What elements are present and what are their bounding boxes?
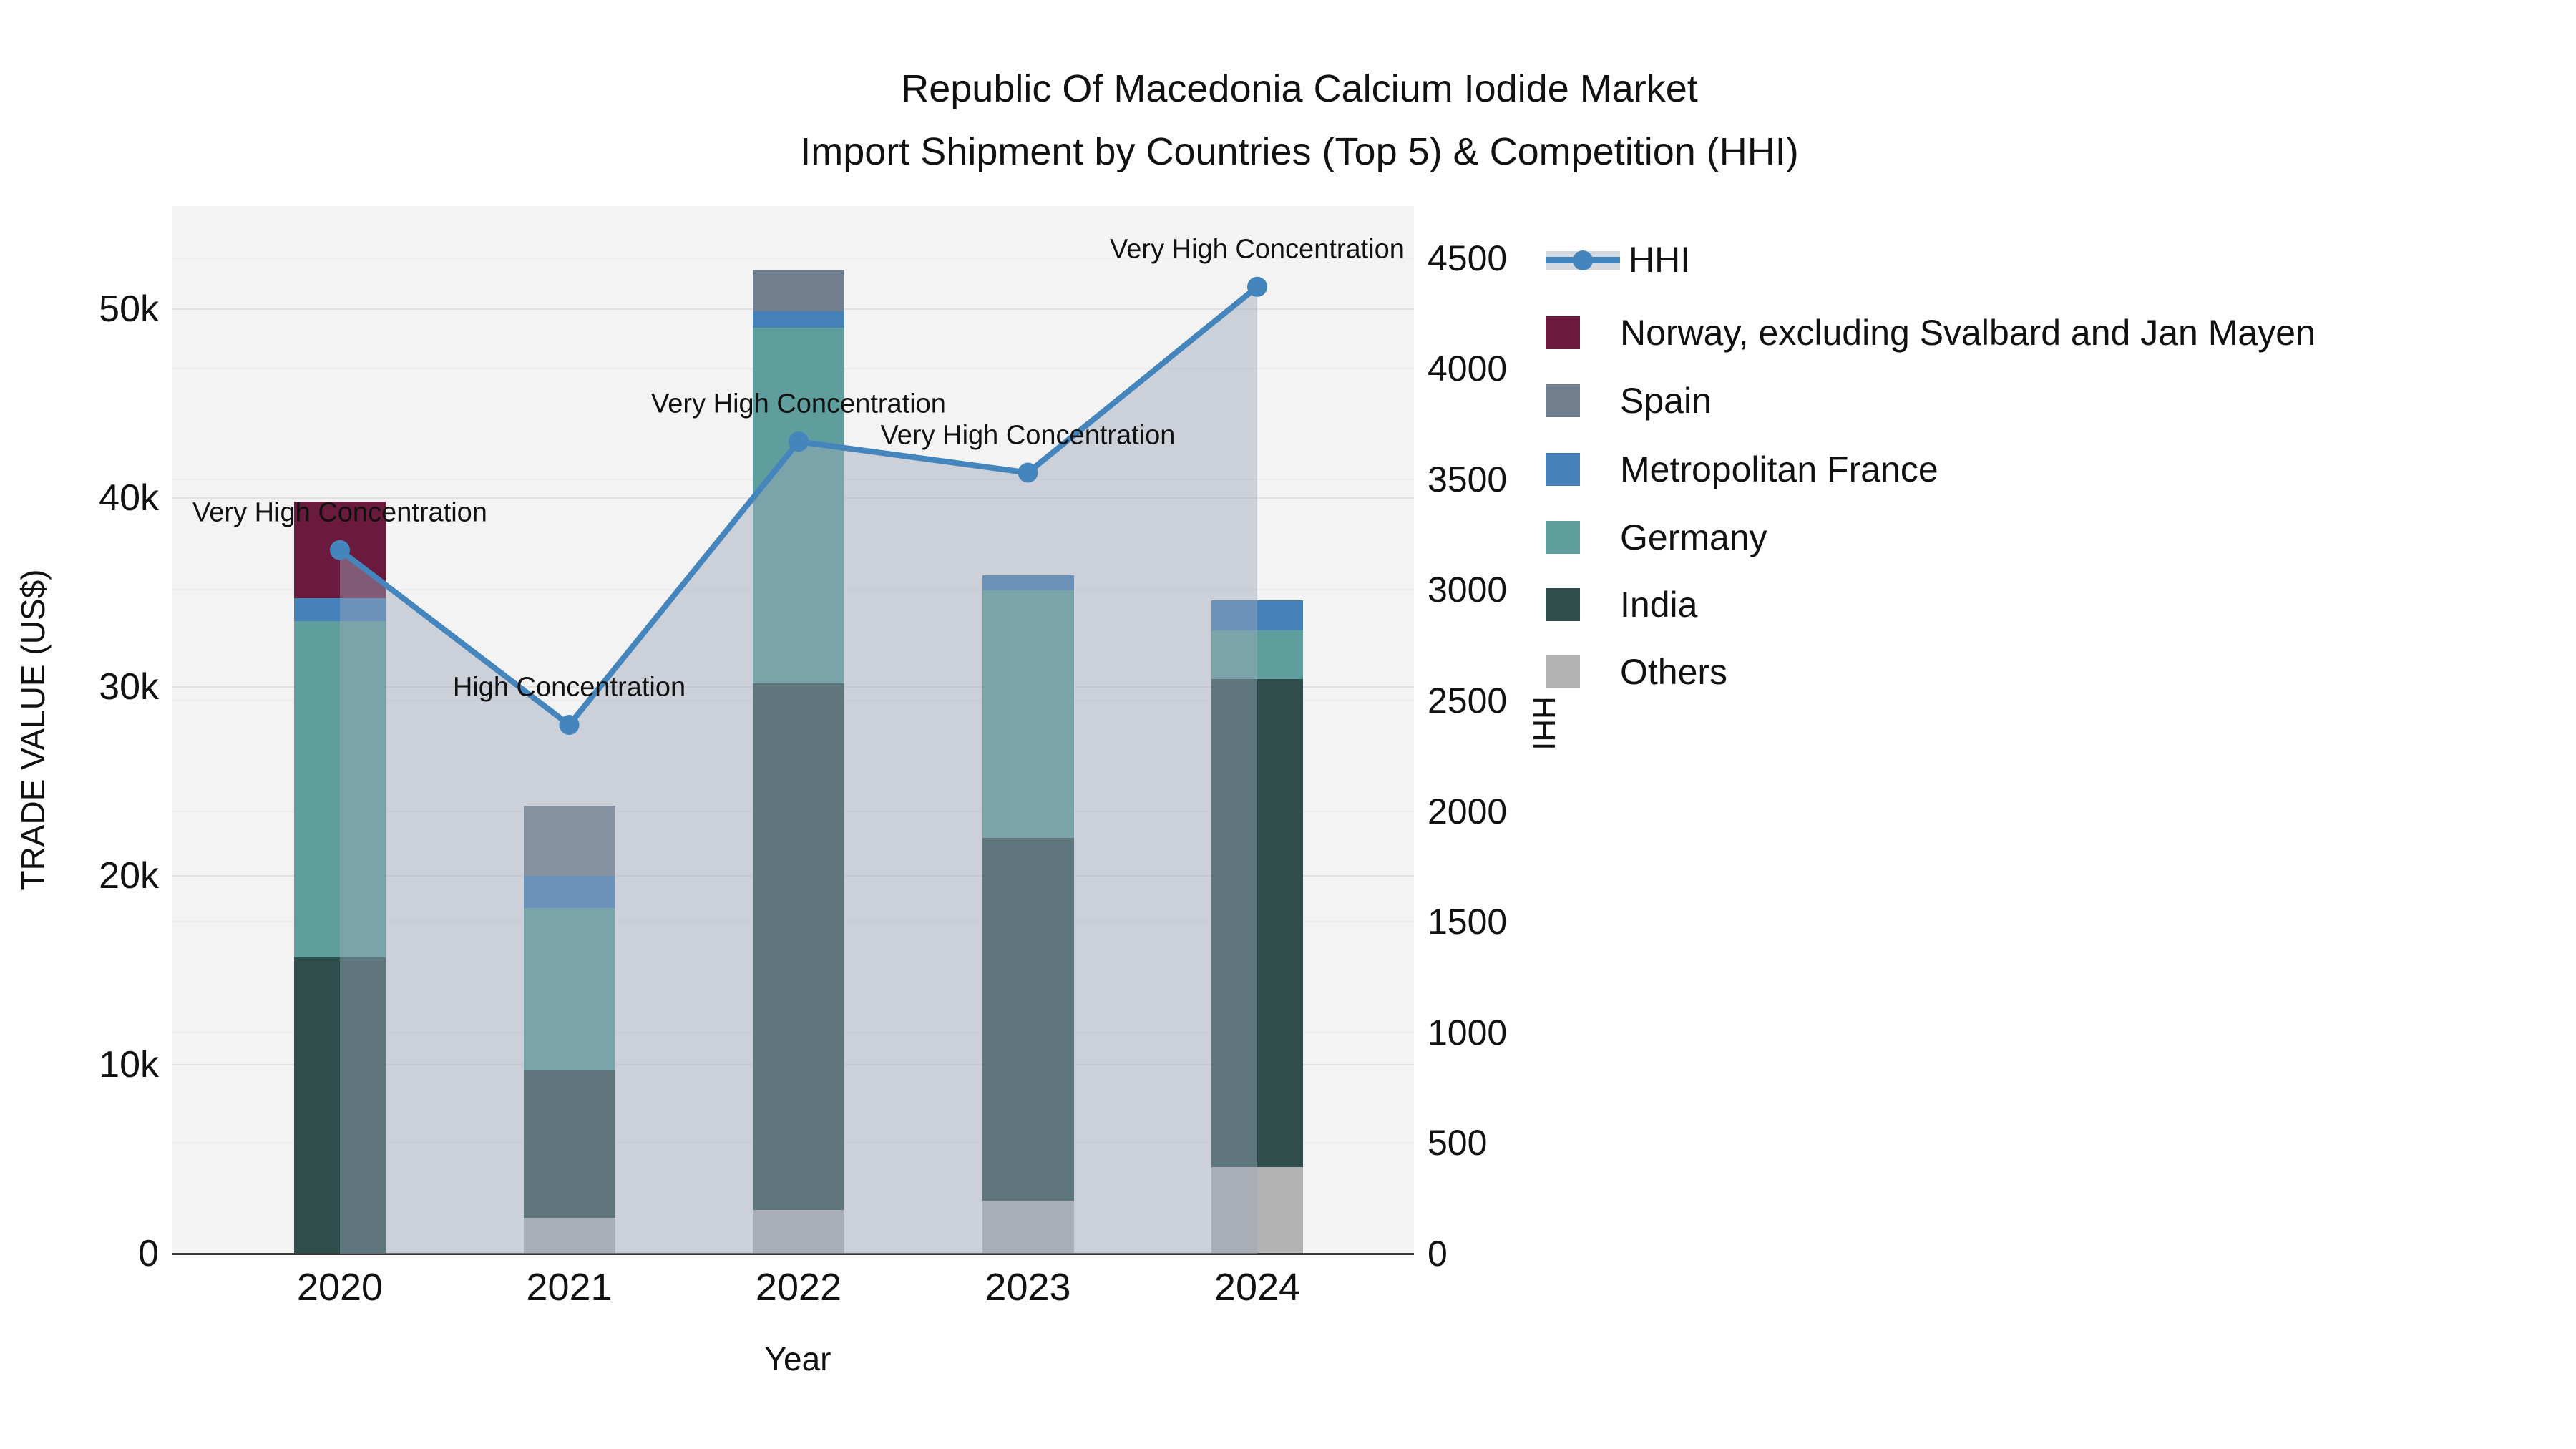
hhi-marker[interactable]: [330, 540, 350, 560]
hhi-marker[interactable]: [559, 715, 580, 736]
concentration-annotation: Very High Concentration: [880, 420, 1176, 451]
right-axis-tick: 4500: [1428, 238, 1508, 278]
hhi-area-fill: [340, 286, 1257, 1254]
legend-item[interactable]: Others: [1546, 651, 1727, 693]
legend-label: Others: [1620, 652, 1728, 692]
left-axis-tick: 10k: [99, 1044, 159, 1085]
right-axis-tick: 3000: [1428, 570, 1508, 610]
left-axis-tick: 20k: [99, 855, 159, 897]
bar-segment[interactable]: [753, 328, 844, 683]
hhi-marker[interactable]: [1247, 276, 1267, 297]
hhi-marker[interactable]: [789, 431, 809, 452]
bar-segment[interactable]: [1211, 679, 1303, 1167]
right-axis-tick: 2000: [1428, 791, 1508, 831]
legend-item[interactable]: India: [1546, 584, 1697, 625]
right-axis-tick: 3500: [1428, 459, 1508, 499]
bar-segment[interactable]: [294, 620, 386, 957]
bar-segment[interactable]: [523, 1217, 615, 1254]
right-axis-title: HHI: [1526, 696, 1561, 751]
x-axis-tick: 2022: [755, 1266, 842, 1309]
right-axis-tick: 4000: [1428, 348, 1508, 389]
bar-segment[interactable]: [523, 876, 615, 908]
left-axis-tick: 30k: [99, 666, 159, 708]
legend-color-swatch: [1546, 588, 1580, 621]
legend-item[interactable]: HHI: [1546, 239, 1690, 280]
chart-title-line2: Import Shipment by Countries (Top 5) & C…: [800, 130, 1799, 173]
legend-color-swatch: [1546, 453, 1580, 486]
legend-label: India: [1620, 585, 1698, 625]
x-axis-line: [172, 1253, 1414, 1255]
bar-segment[interactable]: [982, 590, 1074, 839]
x-axis-tick: 2021: [526, 1266, 613, 1309]
legend-item[interactable]: Germany: [1546, 517, 1767, 558]
legend-item[interactable]: Spain: [1546, 380, 1712, 421]
bar-segment[interactable]: [982, 575, 1074, 591]
bar-segment[interactable]: [294, 597, 386, 621]
legend-color-swatch: [1546, 521, 1580, 554]
legend-label: Norway, excluding Svalbard and Jan Mayen: [1620, 313, 2316, 353]
right-axis-tick: 1000: [1428, 1012, 1508, 1053]
bar-segment[interactable]: [294, 957, 386, 1254]
x-axis-tick: 2023: [985, 1266, 1071, 1309]
concentration-annotation: Very High Concentration: [651, 389, 946, 419]
bar-segment[interactable]: [982, 838, 1074, 1201]
x-axis-tick: 2024: [1214, 1266, 1301, 1309]
concentration-annotation: Very High Concentration: [1110, 234, 1405, 265]
legend-label: Metropolitan France: [1620, 449, 1938, 489]
legend-hhi-line-swatch: [1546, 245, 1620, 274]
legend-item[interactable]: Norway, excluding Svalbard and Jan Mayen: [1546, 312, 2316, 353]
legend-color-swatch: [1546, 316, 1580, 349]
gridline-hhi: [172, 257, 1414, 259]
legend-color-swatch: [1546, 655, 1580, 688]
legend-hhi-marker: [1573, 250, 1593, 270]
right-axis-tick: 2500: [1428, 680, 1508, 721]
legend-item[interactable]: Metropolitan France: [1546, 449, 1938, 490]
legend-label: Spain: [1620, 381, 1712, 421]
bar-segment[interactable]: [523, 907, 615, 1070]
left-axis-tick: 40k: [99, 477, 159, 519]
left-axis-tick: 0: [138, 1233, 159, 1274]
chart-title-line1: Republic Of Macedonia Calcium Iodide Mar…: [901, 67, 1698, 110]
bar-segment[interactable]: [753, 683, 844, 1211]
left-axis-title: TRADE VALUE (US$): [14, 569, 52, 891]
concentration-annotation: High Concentration: [452, 672, 686, 703]
x-axis-tick: 2020: [296, 1266, 384, 1309]
right-axis-tick: 1500: [1428, 902, 1508, 942]
bar-segment[interactable]: [1211, 630, 1303, 680]
right-axis-tick: 0: [1428, 1234, 1448, 1274]
bar-segment[interactable]: [523, 806, 615, 876]
concentration-annotation: Very High Concentration: [192, 497, 487, 528]
bar-segment[interactable]: [1211, 1166, 1303, 1254]
bar-segment[interactable]: [753, 311, 844, 328]
bar-segment[interactable]: [753, 1210, 844, 1254]
x-axis-title: Year: [764, 1340, 831, 1377]
bar-segment[interactable]: [982, 1201, 1074, 1254]
bar-segment[interactable]: [753, 269, 844, 311]
legend-label: HHI: [1629, 240, 1691, 280]
chart-title: Republic Of Macedonia Calcium Iodide Mar…: [800, 57, 1799, 183]
bar-segment[interactable]: [1211, 600, 1303, 630]
legend-color-swatch: [1546, 384, 1580, 417]
right-axis-tick: 500: [1428, 1123, 1488, 1163]
legend-label: Germany: [1620, 517, 1767, 557]
hhi-marker[interactable]: [1018, 462, 1038, 483]
left-axis-tick: 50k: [99, 288, 159, 330]
bar-segment[interactable]: [523, 1070, 615, 1218]
